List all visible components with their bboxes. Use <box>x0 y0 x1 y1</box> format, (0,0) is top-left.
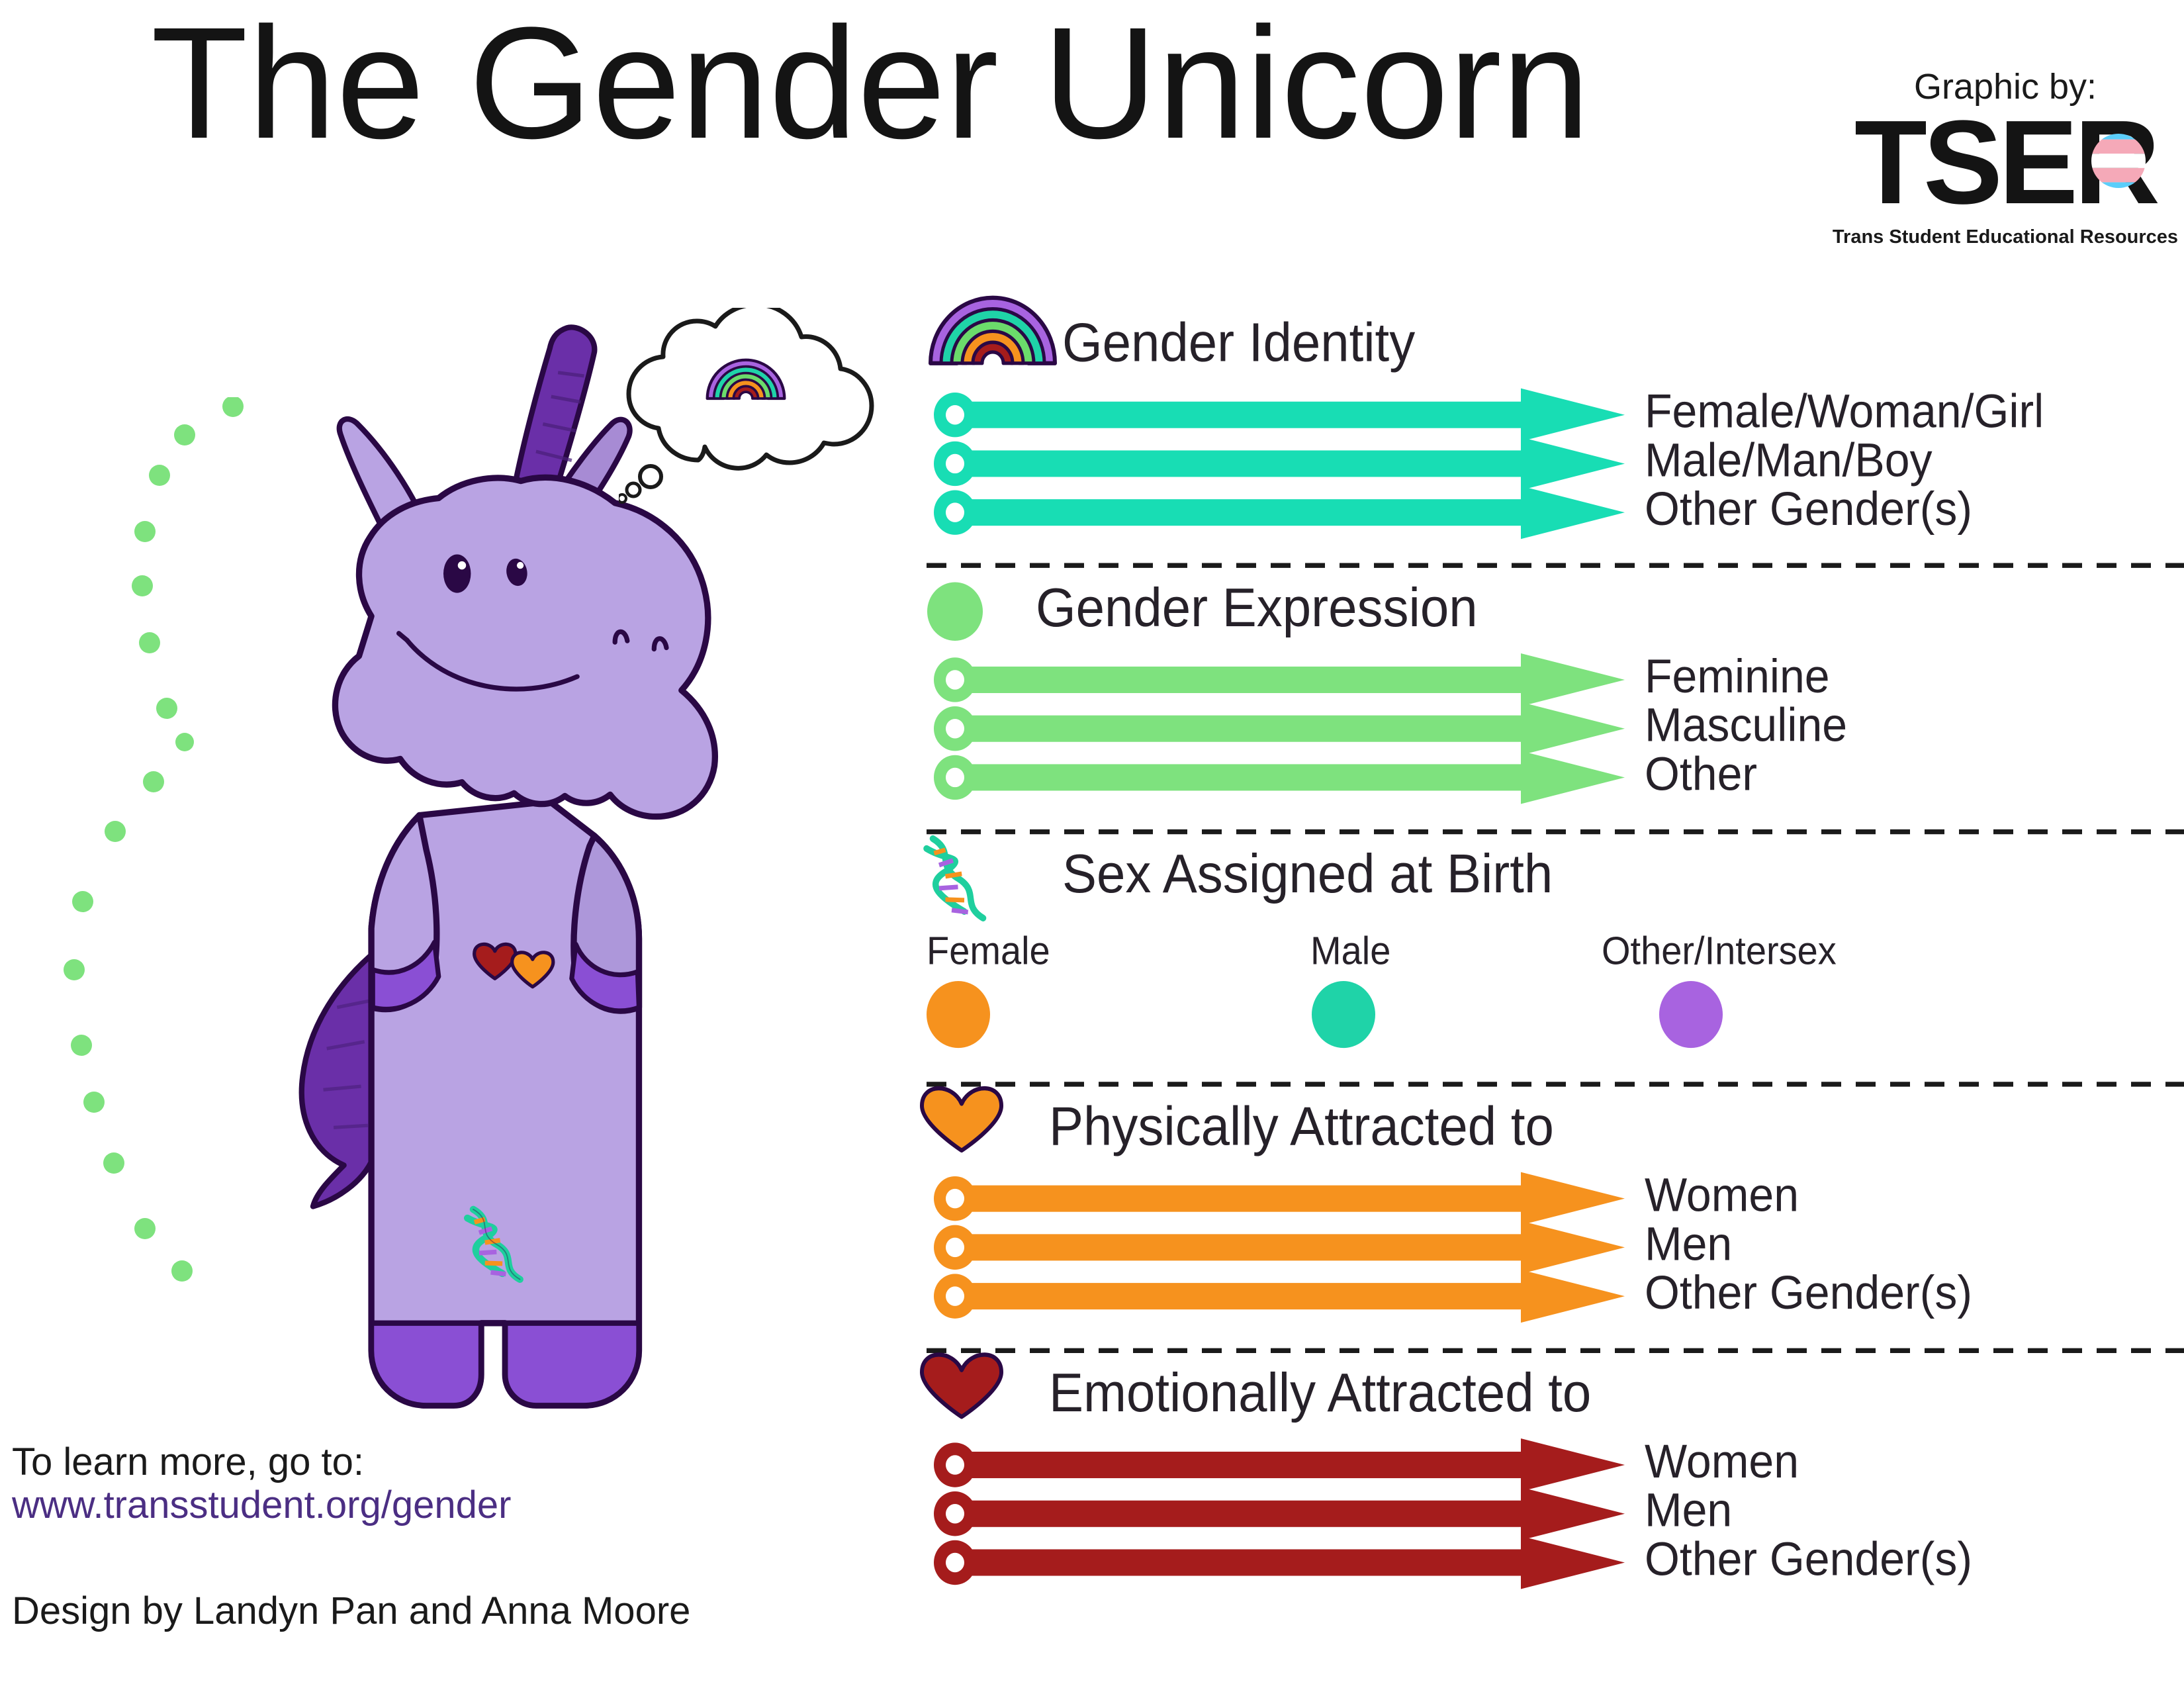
svg-text:Emotionally Attracted to: Emotionally Attracted to <box>1049 1362 1591 1423</box>
svg-text:Feminine: Feminine <box>1645 649 1830 702</box>
svg-text:Men: Men <box>1645 1217 1732 1270</box>
svg-text:Other/Intersex: Other/Intersex <box>1602 929 1837 973</box>
svg-text:Men: Men <box>1645 1483 1732 1536</box>
svg-text:Physically Attracted to: Physically Attracted to <box>1049 1096 1554 1156</box>
svg-text:Other Gender(s): Other Gender(s) <box>1645 1266 1972 1319</box>
svg-text:Gender Identity: Gender Identity <box>1062 312 1415 373</box>
svg-text:Female: Female <box>927 929 1050 973</box>
svg-text:Women: Women <box>1645 1168 1799 1221</box>
svg-text:Male/Man/Boy: Male/Man/Boy <box>1645 434 1933 487</box>
svg-text:Sex Assigned at Birth: Sex Assigned at Birth <box>1062 843 1553 904</box>
svg-text:Gender Expression: Gender Expression <box>1036 577 1478 637</box>
svg-text:Women: Women <box>1645 1434 1799 1487</box>
svg-text:Male: Male <box>1310 929 1390 973</box>
svg-text:Female/Woman/Girl: Female/Woman/Girl <box>1645 385 2044 438</box>
svg-text:Other: Other <box>1645 747 1757 800</box>
svg-text:Other Gender(s): Other Gender(s) <box>1645 483 1972 536</box>
svg-text:Masculine: Masculine <box>1645 698 1847 751</box>
svg-text:Other Gender(s): Other Gender(s) <box>1645 1532 1972 1585</box>
